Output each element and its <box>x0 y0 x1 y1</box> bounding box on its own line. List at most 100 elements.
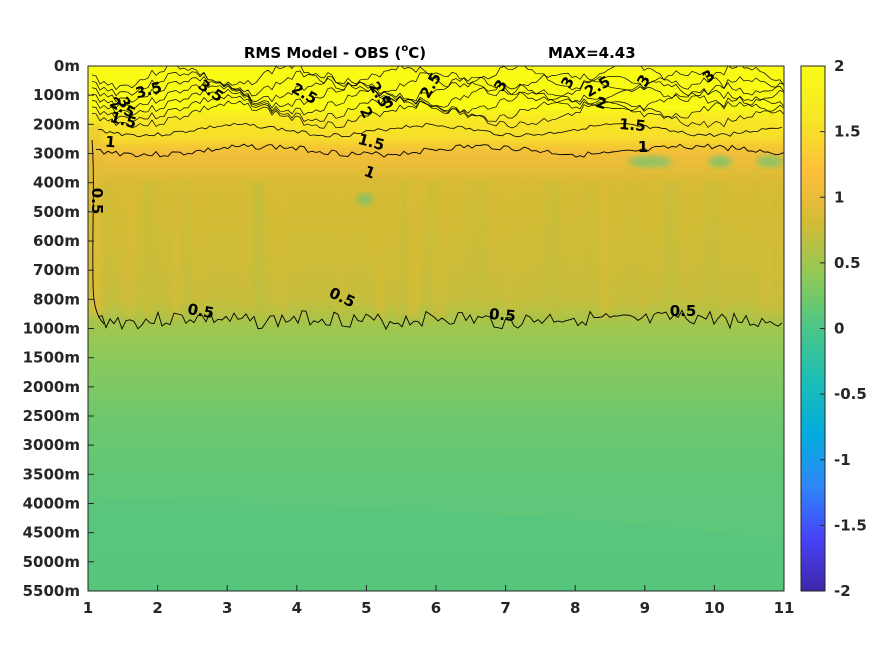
heatmap-streak <box>163 182 172 317</box>
y-tick-label: 5000m <box>23 553 80 571</box>
y-tick-label: 400m <box>33 174 80 192</box>
heatmap-streak <box>718 182 727 317</box>
colorbar-tick-label: 0 <box>834 320 844 338</box>
colorbar-tick-label: 1 <box>834 188 844 206</box>
heatmap-edge-column <box>88 124 102 314</box>
heatmap-background <box>88 66 784 591</box>
heatmap-streak <box>427 182 432 317</box>
y-tick-label: 100m <box>33 86 80 104</box>
colorbar-tick-label: -2 <box>834 582 851 600</box>
contour-label: 1 <box>638 138 648 156</box>
colorbar-ticks: 2 1.5 1 0.5 0 -0.5 -1 -1.5 -2 <box>820 57 867 600</box>
heatmap-streak <box>635 182 649 317</box>
heatmap-streak <box>776 182 784 317</box>
y-tick-label: 3500m <box>23 465 80 483</box>
contour-label: 0.5 <box>670 302 697 320</box>
heatmap-streak <box>407 182 420 317</box>
heatmap-streak <box>248 182 255 317</box>
heatmap-field <box>88 66 784 591</box>
heatmap-streak <box>602 182 609 317</box>
heatmap-streak <box>545 182 550 317</box>
colorbar-tick-label: -1.5 <box>834 516 867 534</box>
contour-line <box>91 81 784 110</box>
heatmap-streak <box>393 182 401 317</box>
colorbar <box>800 65 826 592</box>
x-tick-label: 4 <box>292 599 302 617</box>
heatmap-streak <box>276 182 287 317</box>
heatmap-streak <box>171 182 184 317</box>
colorbar-tick-label: -0.5 <box>834 385 867 403</box>
y-tick-label: 2500m <box>23 407 80 425</box>
heatmap-streak <box>183 182 188 317</box>
y-tick-label: 700m <box>33 261 80 279</box>
colorbar-tick-label: 2 <box>834 57 844 75</box>
contour-label: 0.5 <box>186 300 215 322</box>
y-tick-label: 600m <box>33 232 80 250</box>
heatmap-streak <box>507 182 515 317</box>
x-axis-ticks: 1 2 3 4 5 6 7 8 9 10 11 <box>83 585 795 617</box>
contour-label: 1 <box>104 133 116 152</box>
y-tick-label: 3000m <box>23 436 80 454</box>
contour-lines <box>91 66 784 331</box>
heatmap-streak <box>587 182 597 317</box>
contour-line <box>91 87 784 116</box>
y-tick-label: 1000m <box>23 320 80 338</box>
heatmap-streak <box>145 182 150 317</box>
y-tick-label: 1500m <box>23 349 80 367</box>
y-axis-ticks: 0m 100m 200m 300m 400m 500m 600m 700m 800m 1000m 1… <box>23 57 94 600</box>
colorbar-tick-label: 1.5 <box>834 123 861 141</box>
heatmap-streak <box>468 182 476 317</box>
y-tick-label: 0m <box>54 57 80 75</box>
contour-label: 0.5 <box>88 188 106 215</box>
heatmap-patch <box>357 193 373 206</box>
y-tick-label: 4500m <box>23 524 80 542</box>
contour-line <box>91 70 784 97</box>
heatmap-streak <box>401 182 410 317</box>
heatmap-streak <box>666 182 678 317</box>
heatmap-streak <box>195 182 206 317</box>
y-tick-label: 2000m <box>23 378 80 396</box>
heatmap-streak <box>522 182 527 317</box>
contour-line <box>91 139 105 325</box>
heatmap-patch <box>628 155 672 168</box>
x-tick-label: 2 <box>152 599 162 617</box>
heatmap-streak <box>431 182 436 317</box>
y-tick-label: 500m <box>33 203 80 221</box>
x-tick-label: 3 <box>222 599 232 617</box>
chart-title: RMS Model - OBS (oC) <box>244 43 426 62</box>
contour-line <box>97 309 783 331</box>
heatmap-streak <box>338 182 342 317</box>
x-tick-label: 11 <box>774 599 795 617</box>
contour-label: 2 <box>594 93 609 113</box>
contour-label: 1.5 <box>618 115 646 135</box>
max-label: MAX=4.43 <box>548 44 636 62</box>
heatmap-streak <box>104 182 112 317</box>
heatmap-streak <box>299 182 303 317</box>
x-tick-label: 1 <box>83 599 93 617</box>
heatmap-patch <box>756 155 784 168</box>
heatmap-streak <box>625 182 633 317</box>
heatmap-streak <box>542 182 547 317</box>
contour-line <box>91 75 784 103</box>
heatmap-streak <box>711 182 718 317</box>
x-tick-label: 7 <box>500 599 510 617</box>
y-tick-label: 4000m <box>23 495 80 513</box>
heatmap-streak <box>435 182 448 317</box>
colorbar-tick-label: -1 <box>834 451 851 469</box>
colorbar-tick-label: 0.5 <box>834 254 861 272</box>
x-tick-label: 9 <box>640 599 650 617</box>
x-tick-label: 5 <box>361 599 371 617</box>
x-tick-label: 10 <box>704 599 725 617</box>
heatmap-warm-band <box>88 115 784 142</box>
heatmap-streak <box>703 182 712 317</box>
x-tick-label: 6 <box>431 599 441 617</box>
heatmap-streak <box>752 182 760 317</box>
contour-line <box>91 100 784 129</box>
heatmap-streak <box>219 182 227 317</box>
heatmap-variation <box>88 66 784 591</box>
y-tick-label: 800m <box>33 290 80 308</box>
heatmap-streak <box>547 182 560 317</box>
heatmap-streak <box>478 182 486 317</box>
heatmap-streak <box>122 182 136 317</box>
